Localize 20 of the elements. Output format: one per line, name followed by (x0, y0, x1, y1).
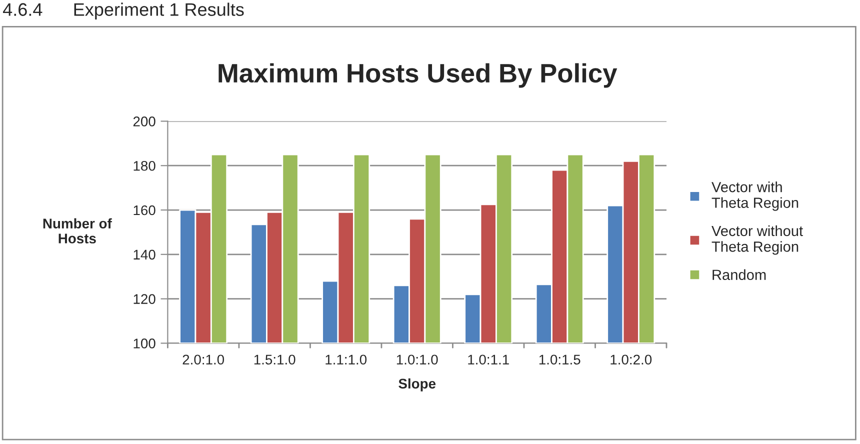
y-tick-label: 140 (134, 250, 156, 260)
y-tick-label: 100 (134, 338, 156, 348)
x-tick-label: 2.0:1.0 (182, 354, 224, 365)
x-tick-label: 1.0:1.5 (539, 354, 580, 365)
y-tick-label: 180 (134, 160, 156, 171)
text: 4.6.4 Experiment 1 Results (2, 2, 244, 20)
legend-label: Vector with Theta Region (712, 182, 798, 211)
legend-label: Random (712, 269, 766, 280)
x-tick-label: 1.0:2.0 (610, 354, 652, 365)
x-tick-label: 1.5:1.0 (254, 354, 296, 365)
y-axis-title: Number of Hosts (43, 218, 112, 244)
x-tick-label: 1.0:1.1 (468, 354, 509, 365)
chart-title: Maximum Hosts Used By Policy (218, 63, 618, 88)
y-tick-label: 160 (134, 205, 156, 216)
y-tick-label: 120 (134, 294, 156, 304)
legend-label: Vector without Theta Region (712, 225, 803, 255)
x-tick-label: 1.0:1.0 (396, 354, 438, 365)
x-axis-title: Slope (398, 378, 436, 392)
y-tick-label: 200 (133, 116, 156, 126)
x-tick-label: 1.1:1.0 (326, 354, 367, 365)
